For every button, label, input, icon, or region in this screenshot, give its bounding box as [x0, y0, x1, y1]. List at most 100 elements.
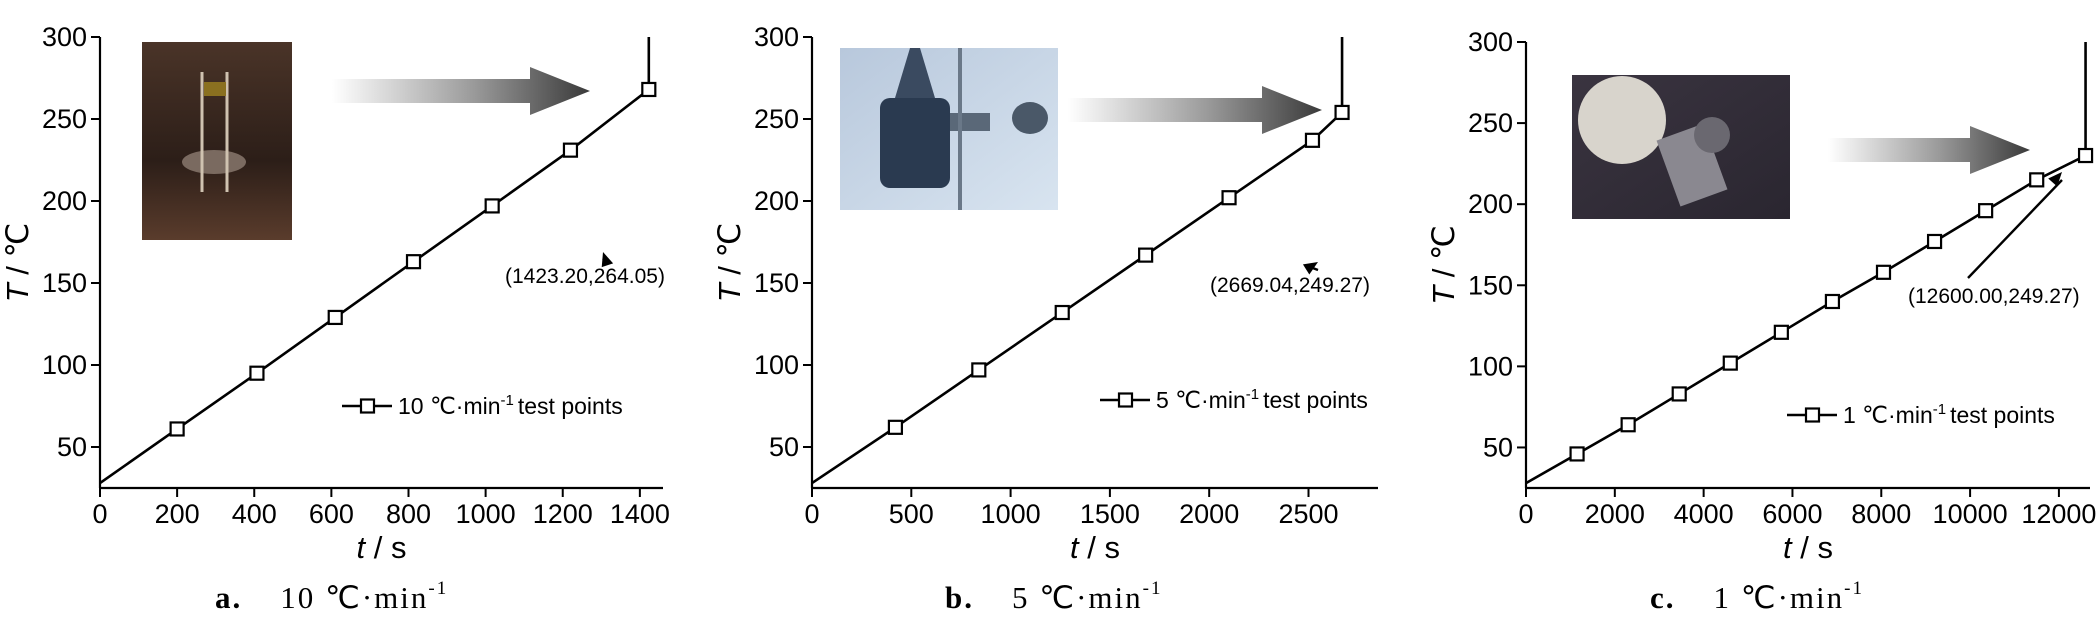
y-tick-label: 300	[42, 22, 87, 52]
panel-caption: b. 5 ℃·min-1	[945, 578, 1162, 615]
data-point-marker	[971, 362, 987, 378]
x-tick-label: 200	[155, 499, 200, 529]
panel-caption: c. 1 ℃·min-1	[1650, 578, 1864, 615]
annotation-arrowhead	[601, 252, 614, 268]
x-tick-label: 1500	[1080, 499, 1140, 529]
y-axis-title: T / ℃	[0, 223, 35, 303]
legend-marker	[1117, 392, 1134, 408]
x-tick-label: 0	[804, 499, 819, 529]
y-tick-label: 300	[1468, 27, 1513, 57]
y-tick-label: 250	[754, 104, 799, 134]
data-point-marker	[2077, 147, 2094, 164]
y-tick-label: 150	[1468, 270, 1513, 300]
x-tick-label: 2000	[1179, 499, 1239, 529]
photo-detail	[1012, 102, 1048, 134]
data-point-marker	[1221, 190, 1237, 206]
legend: 10 ℃·min-1 test points	[342, 392, 623, 419]
annotation-label: (12600.00,249.27)	[1908, 285, 2080, 308]
photo-detail	[204, 82, 226, 96]
y-tick-label: 250	[1468, 108, 1513, 138]
chart-panel-a: 0 200 400 600 800 1000 1200 1400 50 100 150 200 250 3…	[0, 22, 670, 615]
y-tick-label: 100	[754, 350, 799, 380]
x-tick-label: 1000	[981, 499, 1041, 529]
x-axis-title: t / s	[1070, 530, 1120, 565]
data-point-marker	[1773, 324, 1789, 340]
big-arrow	[1068, 86, 1322, 134]
x-tick-label: 400	[232, 499, 277, 529]
data-point-marker	[1875, 264, 1892, 280]
x-tick-label: 1000	[456, 499, 516, 529]
y-tick-label: 300	[754, 22, 799, 52]
data-point-marker	[1824, 293, 1841, 310]
x-tick-label: 12000	[2021, 499, 2096, 529]
legend: 5 ℃·min-1 test points	[1100, 386, 1368, 413]
legend-marker	[359, 398, 376, 414]
data-point-marker	[641, 81, 657, 98]
photo-background	[142, 42, 292, 240]
photo-detail	[895, 48, 935, 98]
y-tick-label: 150	[754, 268, 799, 298]
data-point-marker	[249, 365, 265, 381]
data-point-marker	[1620, 417, 1636, 433]
data-point-marker	[887, 419, 904, 435]
x-tick-label: 2500	[1278, 499, 1338, 529]
data-point-marker	[1722, 355, 1738, 371]
data-point-marker	[484, 198, 500, 214]
y-axis-title: T / ℃	[1426, 225, 1461, 305]
y-tick-label: 200	[42, 186, 87, 216]
data-point-marker	[327, 309, 343, 326]
x-tick-label: 8000	[1851, 499, 1911, 529]
legend-label: 5 ℃·min-1 test points	[1156, 386, 1368, 413]
inset-photo	[1572, 75, 1790, 219]
x-tick-label: 0	[92, 499, 107, 529]
data-point-marker	[1304, 132, 1321, 148]
photo-detail	[950, 113, 990, 131]
x-axis-title: t / s	[357, 530, 407, 565]
data-point-marker	[405, 254, 422, 270]
y-tick-label: 50	[1483, 432, 1513, 462]
y-tick-label: 150	[42, 268, 87, 298]
chart-panel-c: 0 2000 4000 6000 8000 10000 12000 50 100 150 200 25…	[1426, 27, 2096, 615]
y-tick-label: 100	[42, 350, 87, 380]
y-tick-label: 250	[42, 104, 87, 134]
x-tick-label: 2000	[1585, 499, 1645, 529]
legend-label: 10 ℃·min-1 test points	[398, 392, 623, 419]
x-tick-label: 6000	[1762, 499, 1822, 529]
data-point-marker	[1569, 446, 1585, 462]
big-arrow	[1828, 126, 2030, 174]
data-point-marker	[1926, 233, 1943, 250]
data-point-marker	[169, 421, 185, 437]
big-arrow	[332, 67, 590, 115]
x-tick-label: 0	[1518, 499, 1533, 529]
inset-photo	[840, 48, 1058, 210]
photo-detail	[182, 150, 246, 174]
x-tick-label: 4000	[1674, 499, 1734, 529]
x-tick-label: 500	[889, 499, 934, 529]
y-tick-label: 50	[57, 432, 87, 462]
data-point-marker	[1054, 304, 1070, 321]
y-tick-label: 100	[1468, 351, 1513, 381]
chart-panel-b: 0 500 1000 1500 2000 2500 50 100 150 200 250 300 t /…	[712, 22, 1378, 615]
y-tick-label: 50	[769, 432, 799, 462]
inset-photo	[142, 42, 292, 240]
annotation-arrow	[1967, 179, 2063, 279]
legend: 1 ℃·min-1 test points	[1787, 401, 2055, 428]
x-tick-label: 1200	[533, 499, 593, 529]
panel-caption: a. 10 ℃·min-1	[215, 578, 448, 615]
y-axis-title: T / ℃	[712, 223, 747, 303]
photo-detail	[880, 98, 950, 188]
photo-detail	[1694, 117, 1730, 153]
annotation-arrowhead	[1302, 262, 1318, 275]
data-point-marker	[2029, 172, 2045, 188]
photo-detail	[1578, 76, 1666, 164]
data-point-marker	[1334, 104, 1350, 121]
x-tick-label: 1400	[610, 499, 670, 529]
data-point-marker	[1671, 386, 1687, 402]
x-tick-label: 800	[386, 499, 431, 529]
y-tick-label: 200	[754, 186, 799, 216]
legend-label: 1 ℃·min-1 test points	[1843, 401, 2055, 428]
x-tick-label: 600	[309, 499, 354, 529]
x-tick-label: 10000	[1933, 499, 2008, 529]
data-point-marker	[1138, 247, 1154, 263]
